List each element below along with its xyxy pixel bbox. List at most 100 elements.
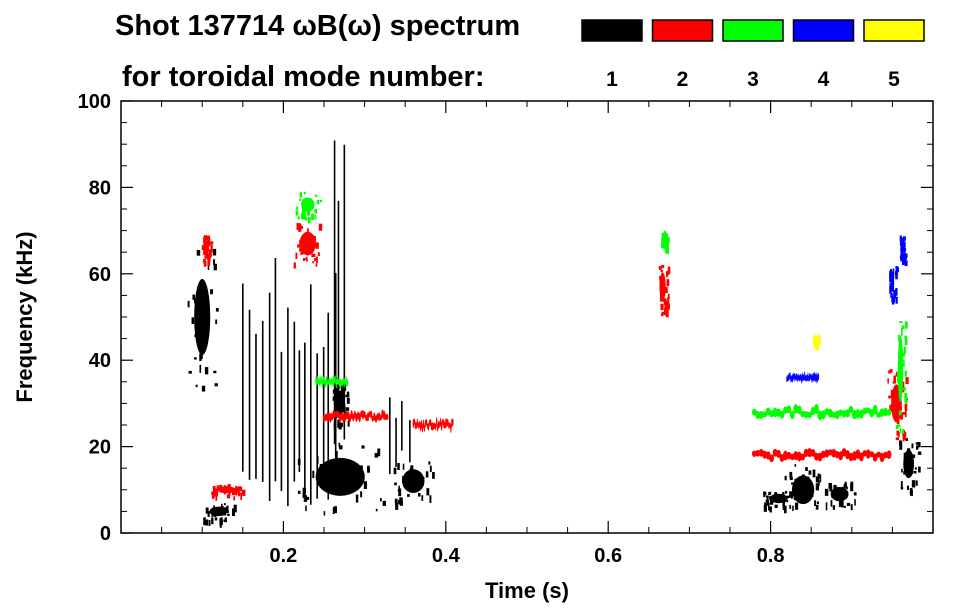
mode-speckle <box>293 262 296 269</box>
mode-speckle <box>211 517 214 525</box>
mode-speckle <box>205 250 208 259</box>
mode-speckle <box>768 491 772 496</box>
mode-line-segment <box>779 410 785 419</box>
mode-speckle <box>338 422 342 430</box>
mode-speckle <box>812 340 815 345</box>
mode-speckle <box>214 517 218 521</box>
mode-line-segment <box>435 417 438 427</box>
mode-speckle <box>665 271 668 278</box>
mode-speckle <box>213 505 215 508</box>
mode-speckle <box>836 487 840 493</box>
mode-speckle <box>316 256 318 264</box>
mode-speckle <box>903 236 906 241</box>
mode-speckle <box>664 307 666 316</box>
mode-speckle <box>899 442 903 450</box>
mode-speckle <box>665 242 669 248</box>
mode-speckle <box>891 296 894 303</box>
mode-speckle <box>341 406 345 412</box>
mode-speckle <box>333 506 337 514</box>
mode-speckle <box>382 500 386 506</box>
mode-speckle <box>917 441 921 448</box>
mode-speckle <box>763 491 767 496</box>
mode-speckle <box>667 296 670 305</box>
mode-line-segment <box>344 376 346 384</box>
mode-speckle <box>789 491 793 498</box>
mode-speckle <box>895 296 898 304</box>
mode-line-segment <box>369 410 373 419</box>
mode-speckle <box>397 463 400 470</box>
mode-speckle <box>660 288 664 294</box>
mode-speckle <box>900 486 904 490</box>
mode-line-segment <box>817 410 823 421</box>
mode-speckle <box>425 471 429 478</box>
y-tick-label: 100 <box>78 91 111 113</box>
mode-speckle <box>838 499 842 507</box>
mode-speckle <box>323 511 326 516</box>
mode-speckle <box>825 502 828 511</box>
mode-speckle <box>889 369 893 373</box>
mode-speckle <box>769 496 771 500</box>
mode-speckle <box>309 200 312 203</box>
mode-speckle <box>203 260 207 267</box>
mode-speckle <box>315 263 318 267</box>
mode-speckle <box>421 495 424 501</box>
mode-speckle <box>784 491 788 494</box>
mode-line-segment <box>800 453 806 461</box>
mode-speckle <box>782 506 786 510</box>
mode-speckle <box>206 235 210 241</box>
mode-speckle <box>786 495 789 499</box>
mode-speckle <box>782 491 785 497</box>
mode-speckle <box>211 512 214 517</box>
mode-speckle <box>660 245 665 248</box>
mode-speckle <box>905 438 909 441</box>
mode-speckle <box>318 223 323 231</box>
mode-speckle <box>782 501 785 506</box>
mode-speckle <box>207 243 209 248</box>
mode-speckle <box>779 496 782 502</box>
mode-speckle <box>890 292 893 298</box>
mode-speckle <box>299 226 303 229</box>
mode-speckle <box>207 511 210 514</box>
mode-speckle <box>297 216 300 220</box>
mode-speckle <box>815 476 820 483</box>
mode-line-segment <box>431 421 434 431</box>
mode-line-segment <box>450 423 452 434</box>
mode-speckle <box>850 483 854 492</box>
mode-speckle <box>216 486 219 490</box>
mode-speckle <box>226 494 231 499</box>
mode-line-segment <box>361 409 365 420</box>
mode-speckle <box>832 505 836 510</box>
mode-speckle <box>224 488 228 493</box>
mode-speckle <box>814 341 818 348</box>
mode-speckle <box>312 261 315 264</box>
mode-speckle <box>408 476 413 483</box>
mode-speckle <box>662 236 664 242</box>
mode-speckle <box>794 478 797 486</box>
mode-speckle <box>815 504 819 510</box>
mode-line-segment <box>845 409 850 418</box>
mode-speckle <box>194 334 198 338</box>
mode-speckle <box>355 494 359 503</box>
mode-speckle <box>660 278 663 283</box>
mode-speckle <box>893 289 896 297</box>
mode-speckle <box>417 493 421 497</box>
mode-speckle <box>432 472 435 479</box>
mode-speckle <box>314 214 317 220</box>
mode-region-core <box>402 469 425 494</box>
mode-speckle <box>843 505 846 508</box>
mode-speckle <box>794 464 797 467</box>
mode-speckle <box>212 493 215 498</box>
mode-speckle <box>843 483 848 489</box>
mode-line-segment <box>427 422 430 432</box>
mode-speckle <box>194 298 196 304</box>
mode-speckle <box>335 393 338 402</box>
mode-speckle <box>201 291 204 299</box>
mode-speckle <box>900 412 904 420</box>
mode-speckle <box>213 511 217 517</box>
mode-speckle <box>662 297 665 303</box>
mode-speckle <box>338 403 341 408</box>
mode-speckle <box>913 470 917 474</box>
mode-speckle <box>338 390 341 398</box>
mode-speckle <box>336 388 339 396</box>
